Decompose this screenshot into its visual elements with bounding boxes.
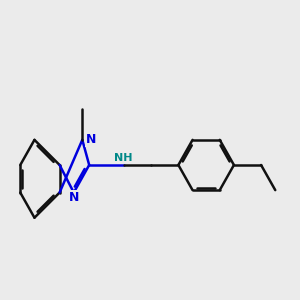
Text: NH: NH — [114, 153, 133, 163]
Text: N: N — [86, 134, 97, 146]
Text: N: N — [69, 191, 79, 204]
